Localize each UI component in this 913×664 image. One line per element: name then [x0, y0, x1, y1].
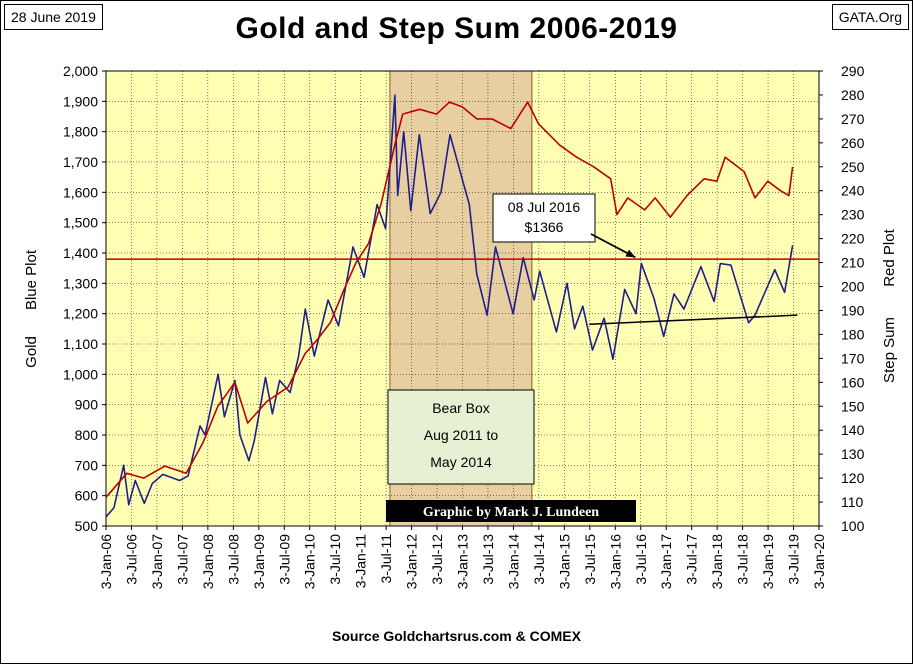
x-tick-label: 3-Jan-11 — [353, 534, 369, 588]
right-tick-label: 100 — [841, 518, 865, 534]
x-tick-label: 3-Jul-08 — [225, 534, 241, 585]
left-tick-label: 900 — [75, 397, 99, 413]
right-tick-label: 260 — [841, 135, 865, 151]
support-trend-line — [589, 314, 798, 326]
left-tick-label: 1,700 — [63, 154, 98, 170]
left-tick-label: 1,000 — [63, 366, 98, 382]
right-tick-label: 230 — [841, 207, 865, 223]
x-tick-label: 3-Jan-20 — [811, 534, 827, 589]
left-tick-label: 1,500 — [63, 215, 98, 231]
right-axis-title-step-sum: Step Sum — [881, 317, 898, 383]
right-tick-label: 250 — [841, 159, 865, 175]
x-tick-label: 3-Jan-13 — [455, 534, 471, 589]
source-label: Source Goldchartsrus.com & COMEX — [332, 628, 581, 644]
right-tick-label: 150 — [841, 398, 865, 414]
x-tick-label: 3-Jul-12 — [429, 534, 445, 585]
x-tick-label: 3-Jul-15 — [582, 534, 598, 585]
x-tick-label: 3-Jan-09 — [251, 534, 267, 589]
bear-box-label-text: May 2014 — [430, 454, 492, 470]
x-tick-label: 3-Jan-12 — [404, 534, 420, 589]
left-tick-label: 500 — [75, 518, 99, 534]
left-tick-label: 800 — [75, 427, 99, 443]
left-tick-label: 1,400 — [63, 245, 98, 261]
right-tick-label: 170 — [841, 350, 865, 366]
x-tick-label: 3-Jul-10 — [327, 534, 343, 585]
right-tick-label: 200 — [841, 279, 865, 295]
right-tick-label: 290 — [841, 63, 865, 79]
site-label: GATA.Org — [831, 4, 909, 30]
right-tick-label: 120 — [841, 470, 865, 486]
right-tick-label: 130 — [841, 446, 865, 462]
callout-text: 08 Jul 2016 — [508, 199, 581, 215]
step-sum-series-line — [105, 101, 794, 498]
left-tick-label: 2,000 — [63, 63, 98, 79]
left-axis-title-blue-plot: Blue Plot — [23, 249, 40, 310]
left-tick-label: 600 — [75, 488, 99, 504]
left-tick-label: 1,100 — [63, 336, 98, 352]
bear-box-label-text: Aug 2011 to — [424, 427, 499, 443]
right-tick-label: 190 — [841, 302, 865, 318]
x-tick-label: 3-Jul-06 — [123, 534, 139, 585]
right-tick-label: 140 — [841, 422, 865, 438]
x-tick-label: 3-Jul-16 — [633, 534, 649, 585]
right-tick-label: 220 — [841, 231, 865, 247]
x-tick-label: 3-Jul-18 — [735, 534, 751, 585]
x-tick-label: 3-Jan-14 — [505, 534, 521, 589]
x-tick-label: 3-Jan-15 — [556, 534, 572, 589]
x-tick-label: 3-Jan-18 — [709, 534, 725, 589]
bear-box-label-box — [387, 389, 535, 485]
right-tick-label: 210 — [841, 255, 865, 271]
left-tick-label: 1,300 — [63, 275, 98, 291]
x-tick-label: 3-Jul-17 — [684, 534, 700, 585]
x-tick-label: 3-Jan-16 — [607, 534, 623, 589]
right-tick-label: 280 — [841, 87, 865, 103]
gold-series-line — [105, 94, 794, 518]
right-tick-label: 270 — [841, 111, 865, 127]
right-axis-title-red-plot: Red Plot — [881, 228, 898, 286]
chart-title: Gold and Step Sum 2006-2019 — [235, 12, 678, 45]
left-tick-label: 1,800 — [63, 124, 98, 140]
x-tick-label: 3-Jan-10 — [302, 534, 318, 589]
left-tick-label: 1,900 — [63, 93, 98, 109]
x-tick-label: 3-Jul-07 — [174, 534, 190, 585]
bear-box-label-text: Bear Box — [432, 400, 490, 416]
credit-text: Graphic by Mark J. Lundeen — [423, 505, 599, 520]
callout-arrow-head — [625, 249, 636, 258]
left-tick-label: 700 — [75, 457, 99, 473]
x-tick-label: 3-Jul-11 — [378, 534, 394, 584]
date-label: 28 June 2019 — [4, 4, 103, 30]
right-tick-label: 110 — [841, 494, 864, 510]
x-tick-label: 3-Jul-14 — [531, 534, 547, 585]
x-tick-label: 3-Jul-13 — [480, 534, 496, 585]
x-tick-label: 3-Jan-08 — [200, 534, 216, 589]
x-tick-label: 3-Jul-19 — [786, 534, 802, 585]
right-tick-label: 160 — [841, 374, 865, 390]
callout-box — [492, 193, 596, 243]
x-tick-label: 3-Jan-07 — [149, 534, 165, 589]
callout-text: $1366 — [525, 219, 564, 235]
left-tick-label: 1,600 — [63, 184, 98, 200]
x-tick-label: 3-Jul-09 — [276, 534, 292, 585]
left-tick-label: 1,200 — [63, 306, 98, 322]
x-tick-label: 3-Jan-19 — [760, 534, 776, 589]
right-tick-label: 180 — [841, 326, 865, 342]
right-tick-label: 240 — [841, 183, 865, 199]
x-tick-label: 3-Jan-17 — [658, 534, 674, 589]
credit-banner — [386, 500, 636, 522]
left-axis-title-gold: Gold — [23, 336, 40, 368]
x-tick-label: 3-Jan-06 — [98, 534, 114, 589]
